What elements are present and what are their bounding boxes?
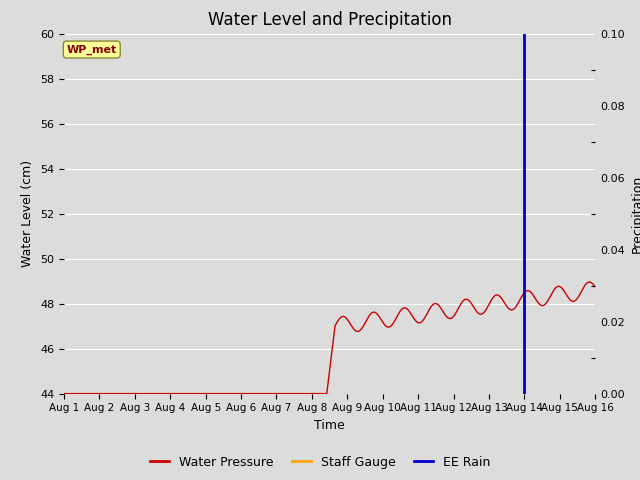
Y-axis label: Water Level (cm): Water Level (cm) [22, 160, 35, 267]
Y-axis label: Precipitation: Precipitation [630, 174, 640, 253]
Text: WP_met: WP_met [67, 44, 117, 55]
Legend: Water Pressure, Staff Gauge, EE Rain: Water Pressure, Staff Gauge, EE Rain [145, 451, 495, 474]
X-axis label: Time: Time [314, 419, 345, 432]
Title: Water Level and Precipitation: Water Level and Precipitation [207, 11, 452, 29]
